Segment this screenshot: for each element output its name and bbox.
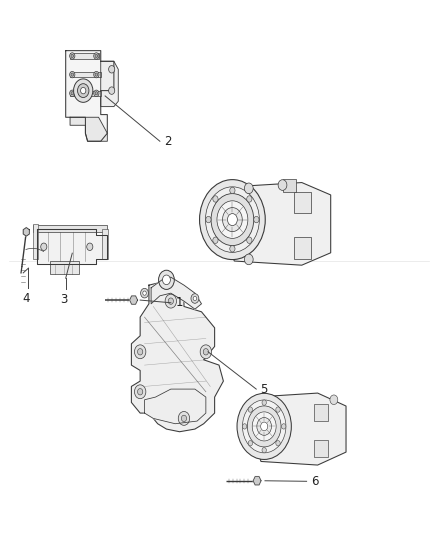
Polygon shape [253, 477, 261, 485]
Circle shape [159, 270, 174, 289]
Circle shape [261, 422, 268, 431]
Circle shape [252, 412, 276, 441]
Circle shape [81, 87, 86, 94]
Circle shape [95, 92, 98, 95]
Circle shape [78, 84, 89, 98]
Bar [33, 225, 107, 232]
Polygon shape [257, 393, 346, 465]
Circle shape [109, 66, 115, 73]
Circle shape [262, 448, 266, 453]
Bar [70, 53, 99, 59]
Text: 6: 6 [311, 475, 318, 488]
Circle shape [244, 183, 253, 193]
Bar [294, 237, 311, 259]
Circle shape [200, 345, 212, 359]
Bar [102, 229, 108, 259]
Polygon shape [130, 296, 138, 304]
Circle shape [330, 395, 338, 405]
Circle shape [243, 400, 286, 453]
Circle shape [138, 389, 143, 395]
Circle shape [162, 275, 170, 285]
Bar [314, 404, 328, 421]
Text: 2: 2 [164, 135, 172, 148]
Bar [33, 224, 38, 259]
Circle shape [138, 349, 143, 355]
Circle shape [71, 54, 74, 58]
Circle shape [230, 187, 235, 193]
Circle shape [71, 92, 74, 95]
Circle shape [254, 216, 259, 223]
Circle shape [248, 441, 253, 446]
Polygon shape [70, 117, 107, 141]
Circle shape [74, 79, 93, 102]
Circle shape [94, 90, 99, 96]
Text: 3: 3 [60, 293, 67, 306]
Text: 5: 5 [261, 383, 268, 395]
Bar [283, 179, 296, 192]
Circle shape [193, 296, 197, 301]
Polygon shape [151, 277, 201, 309]
Circle shape [206, 216, 211, 223]
Circle shape [191, 294, 199, 303]
Circle shape [71, 73, 74, 76]
Polygon shape [23, 228, 29, 236]
Polygon shape [145, 389, 206, 424]
Circle shape [165, 294, 177, 308]
Circle shape [41, 243, 47, 251]
Bar [294, 192, 311, 213]
Circle shape [213, 196, 218, 202]
Polygon shape [101, 61, 118, 107]
Circle shape [178, 411, 190, 425]
Circle shape [70, 53, 75, 59]
Circle shape [247, 196, 252, 202]
Circle shape [134, 385, 146, 399]
Circle shape [247, 237, 252, 244]
Circle shape [211, 193, 254, 246]
Circle shape [200, 180, 265, 260]
Circle shape [244, 254, 253, 265]
Circle shape [134, 345, 146, 359]
Circle shape [181, 415, 187, 422]
Circle shape [205, 187, 259, 253]
Circle shape [223, 207, 242, 232]
Circle shape [70, 90, 75, 96]
Circle shape [87, 243, 93, 251]
Bar [70, 72, 101, 77]
Circle shape [276, 407, 280, 412]
Circle shape [141, 288, 148, 298]
Circle shape [282, 424, 286, 429]
Text: 1: 1 [175, 296, 183, 309]
Circle shape [276, 441, 280, 446]
Bar [314, 440, 328, 457]
Text: 4: 4 [22, 292, 30, 304]
Circle shape [230, 246, 235, 252]
Polygon shape [37, 229, 107, 264]
Circle shape [70, 71, 75, 78]
Bar [50, 261, 79, 274]
Polygon shape [66, 51, 114, 141]
Circle shape [143, 291, 146, 295]
Circle shape [95, 54, 98, 58]
Circle shape [94, 53, 99, 59]
Circle shape [257, 417, 272, 435]
Circle shape [217, 201, 248, 238]
Circle shape [95, 73, 98, 76]
Circle shape [243, 424, 247, 429]
Polygon shape [131, 280, 223, 432]
Circle shape [168, 298, 173, 304]
Circle shape [248, 407, 253, 412]
Circle shape [109, 87, 115, 94]
Bar [70, 91, 101, 96]
Polygon shape [230, 182, 331, 265]
Circle shape [237, 393, 291, 459]
Circle shape [262, 400, 266, 405]
Circle shape [203, 349, 208, 355]
Circle shape [213, 237, 218, 244]
Circle shape [278, 180, 287, 190]
Circle shape [247, 406, 281, 447]
Circle shape [227, 214, 237, 225]
Circle shape [94, 71, 99, 78]
